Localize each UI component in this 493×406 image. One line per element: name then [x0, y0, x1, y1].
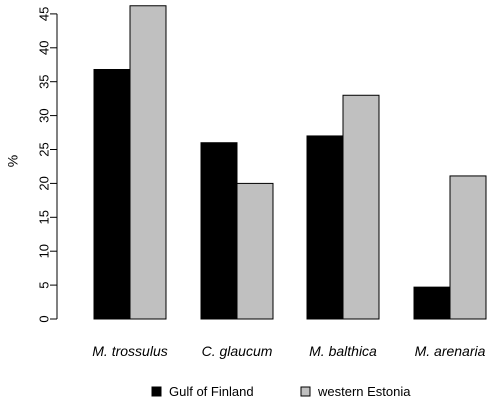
bars	[93, 5, 487, 320]
category-labels: M. trossulus C. glaucum M. balthica M. aren…	[92, 343, 485, 359]
bar-western-estonia-0	[129, 5, 167, 320]
y-tick-label: 30	[36, 108, 51, 122]
y-tick-label: 10	[36, 244, 51, 258]
y-tick-label: 45	[36, 7, 51, 21]
bar-western-estonia-2	[342, 94, 380, 320]
bar-gulf-of-finland-2	[306, 135, 344, 320]
legend-swatch	[151, 386, 162, 397]
y-tick-label: 35	[36, 74, 51, 88]
bar-western-estonia-3	[449, 175, 487, 320]
legend: Gulf of Finland western Estonia	[151, 384, 411, 399]
legend-label: western Estonia	[317, 384, 411, 399]
y-tick-label: 5	[36, 281, 51, 288]
category-label: C. glaucum	[202, 343, 273, 359]
y-tick-label: 0	[36, 315, 51, 322]
y-tick-label: 25	[36, 142, 51, 156]
category-label: M. trossulus	[92, 343, 167, 359]
legend-swatch	[300, 386, 311, 397]
bar-gulf-of-finland-0	[93, 68, 131, 320]
bar-western-estonia-1	[236, 182, 274, 320]
y-axis: 0 5 10 15 20 25 30 35 40 45	[36, 7, 58, 323]
category-label: M. arenaria	[415, 343, 486, 359]
category-label: M. balthica	[309, 343, 377, 359]
y-tick-label: 20	[36, 176, 51, 190]
legend-label: Gulf of Finland	[169, 384, 254, 399]
y-axis-title: %	[5, 155, 21, 167]
bar-gulf-of-finland-3	[413, 286, 451, 320]
bar-gulf-of-finland-1	[200, 142, 238, 320]
y-tick-label: 40	[36, 41, 51, 55]
y-tick-label: 15	[36, 210, 51, 224]
